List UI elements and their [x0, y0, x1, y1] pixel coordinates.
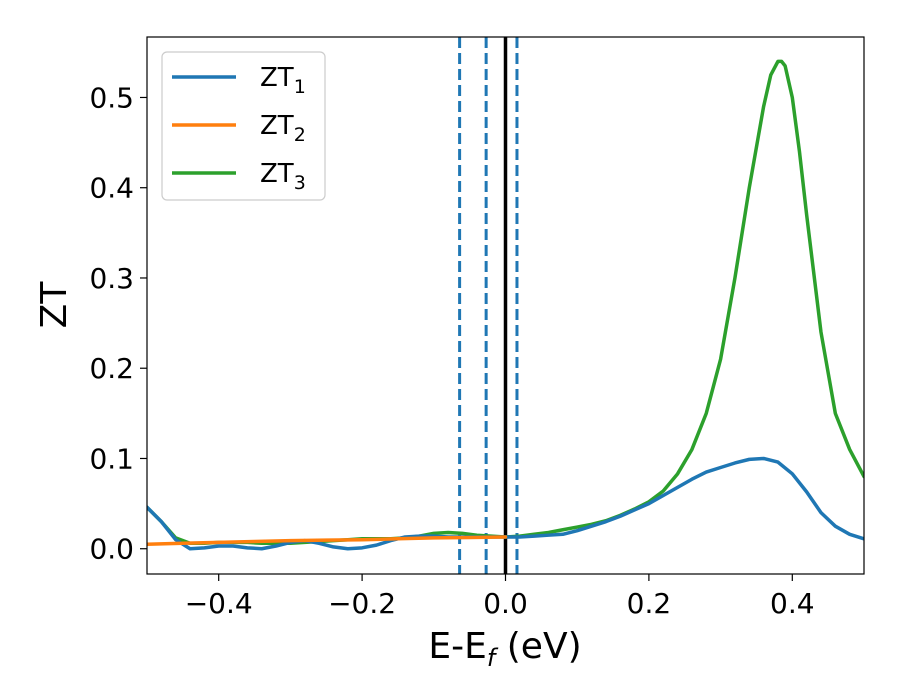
legend-label-zt2: ZT2: [260, 111, 306, 146]
x-tick-label: −0.4: [185, 587, 253, 620]
series-line-zt3: [147, 59, 864, 546]
reference-lines: [458, 37, 519, 574]
legend-box: [161, 51, 326, 201]
y-tick-label: 0.1: [89, 442, 134, 475]
x-tick-label: 0.4: [770, 587, 815, 620]
x-axis-label: E-Ef (eV): [428, 626, 581, 672]
x-axis-label-main: E-E: [428, 626, 486, 667]
y-axis-ticks: 0.0 0.1 0.2 0.3 0.4 0.5: [89, 81, 147, 566]
x-tick-label: 0.2: [627, 587, 672, 620]
y-axis-label: ZT: [34, 281, 75, 329]
y-tick-label: 0.5: [89, 81, 134, 114]
legend: ZT1 ZT2 ZT3: [161, 51, 326, 201]
series-lines: [147, 59, 864, 551]
legend-label-zt3: ZT3: [260, 159, 306, 194]
x-axis-ticks: −0.4 −0.2 0.0 0.2 0.4: [185, 574, 815, 620]
x-axis-label-unit: (eV): [495, 626, 581, 667]
x-tick-label: 0.0: [483, 587, 528, 620]
series-line-zt2: [147, 535, 508, 546]
y-tick-label: 0.2: [89, 352, 134, 385]
legend-label-zt1: ZT1: [260, 63, 306, 98]
y-tick-label: 0.4: [89, 172, 134, 205]
y-tick-label: 0.3: [89, 262, 134, 295]
y-tick-label: 0.0: [89, 533, 134, 566]
x-tick-label: −0.2: [328, 587, 396, 620]
